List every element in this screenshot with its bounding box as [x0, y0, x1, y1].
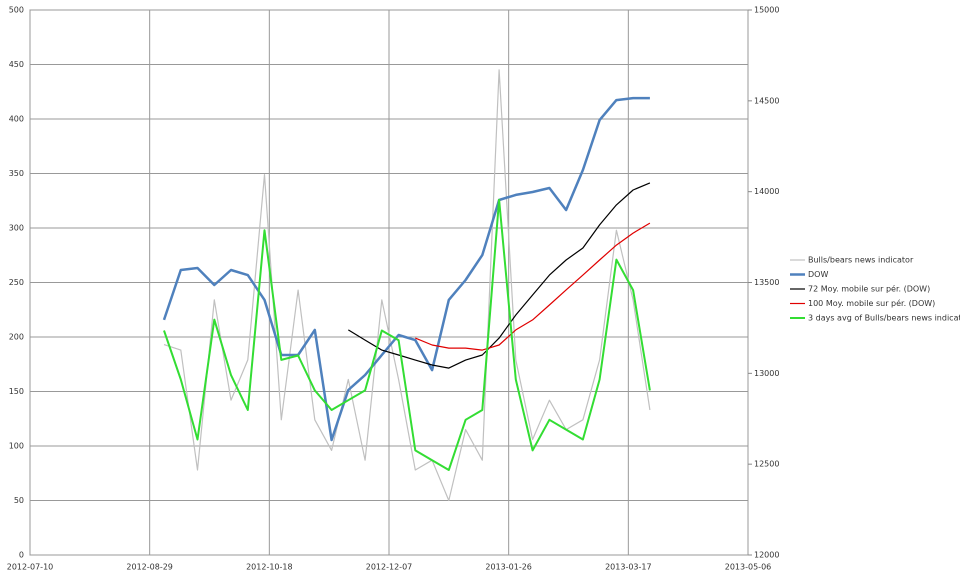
y-tick-label: 300 — [9, 224, 24, 233]
y2-tick-label: 14000 — [754, 187, 779, 196]
y-tick-label: 100 — [9, 442, 24, 451]
y-tick-label: 200 — [9, 333, 24, 342]
y2-tick-label: 12500 — [754, 460, 779, 469]
y2-tick-label: 12000 — [754, 551, 779, 560]
legend-label: Bulls/bears news indicator — [808, 256, 914, 265]
legend-label: 3 days avg of Bulls/bears news indicator — [808, 314, 960, 323]
y-tick-label: 250 — [9, 278, 24, 287]
series-line — [163, 69, 651, 502]
x-tick-label: 2013-05-06 — [725, 563, 772, 572]
y-tick-label: 350 — [9, 169, 24, 178]
y-tick-label: 500 — [9, 6, 24, 15]
y-tick-label: 450 — [9, 60, 24, 69]
series-line — [162, 96, 650, 442]
legend-label: DOW — [808, 270, 828, 279]
x-tick-label: 2012-10-18 — [246, 563, 293, 572]
series-line — [347, 182, 651, 369]
x-tick-label: 2013-01-26 — [485, 563, 532, 572]
y2-tick-label: 13500 — [754, 278, 779, 287]
legend-label: 72 Moy. mobile sur pér. (DOW) — [808, 284, 930, 294]
x-tick-label: 2013-03-17 — [605, 563, 652, 572]
y2-tick-label: 13000 — [754, 369, 779, 378]
x-tick-label: 2012-12-07 — [366, 563, 413, 572]
series-line — [415, 222, 651, 351]
x-tick-label: 2012-07-10 — [7, 563, 54, 572]
y-tick-label: 50 — [14, 496, 24, 505]
legend-label: 100 Moy. mobile sur pér. (DOW) — [808, 298, 935, 308]
x-tick-label: 2012-08-29 — [126, 563, 173, 572]
y-tick-label: 150 — [9, 387, 24, 396]
y2-tick-label: 15000 — [754, 6, 779, 15]
y2-tick-label: 14500 — [754, 96, 779, 105]
y-tick-label: 0 — [19, 551, 24, 560]
series-line — [163, 198, 651, 471]
y-tick-label: 400 — [9, 115, 24, 124]
